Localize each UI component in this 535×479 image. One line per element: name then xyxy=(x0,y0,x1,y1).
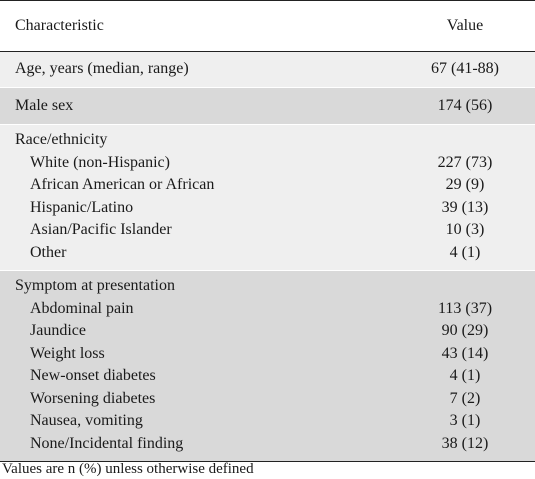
symptom-label: Worsening diabetes xyxy=(30,389,156,407)
header-value: Value xyxy=(446,17,484,34)
race-label: Hispanic/Latino xyxy=(30,198,134,216)
symptom-value: 38 (12) xyxy=(441,434,489,452)
race-section: Race/ethnicity White (non-Hispanic) 227 … xyxy=(0,124,535,270)
male-value: 174 (56) xyxy=(437,96,493,114)
table-row: Asian/Pacific Islander 10 (3) xyxy=(0,219,535,242)
symptom-label: Abdominal pain xyxy=(30,299,134,317)
age-section: Age, years (median, range) 67 (41-88) xyxy=(0,52,535,87)
age-label: Age, years (median, range) xyxy=(15,60,189,78)
table-row: Jaundice 90 (29) xyxy=(0,320,535,343)
male-section: Male sex 174 (56) xyxy=(0,87,535,124)
table-row: Abdominal pain 113 (37) xyxy=(0,298,535,321)
race-heading-row: Race/ethnicity xyxy=(0,129,535,152)
symptom-label: Weight loss xyxy=(30,344,105,362)
table-header: Characteristic Value xyxy=(0,0,535,52)
symptom-heading: Symptom at presentation xyxy=(15,277,175,294)
symptom-label: None/Incidental finding xyxy=(30,434,184,452)
table-row: New-onset diabetes 4 (1) xyxy=(0,365,535,388)
symptom-value: 4 (1) xyxy=(449,367,481,384)
symptom-value: 43 (14) xyxy=(441,344,489,362)
age-value: 67 (41-88) xyxy=(431,60,499,78)
race-heading: Race/ethnicity xyxy=(15,131,108,148)
symptom-value: 3 (1) xyxy=(449,412,481,429)
table-row: African American or African 29 (9) xyxy=(0,174,535,197)
table-row: Hispanic/Latino 39 (13) xyxy=(0,197,535,220)
table-footnote: Values are n (%) unless otherwise define… xyxy=(2,461,254,477)
race-value: 39 (13) xyxy=(441,198,489,216)
symptom-heading-row: Symptom at presentation xyxy=(0,275,535,298)
race-value: 29 (9) xyxy=(445,176,485,193)
race-value: 10 (3) xyxy=(445,221,485,238)
symptom-label: Nausea, vomiting xyxy=(30,412,143,429)
table-row-age: Age, years (median, range) 67 (41-88) xyxy=(0,58,535,81)
table-row: Weight loss 43 (14) xyxy=(0,343,535,366)
symptom-label: New-onset diabetes xyxy=(30,367,156,384)
symptom-value: 7 (2) xyxy=(449,389,481,407)
table-row: None/Incidental finding 38 (12) xyxy=(0,433,535,456)
header-characteristic: Characteristic xyxy=(15,17,104,34)
race-value: 227 (73) xyxy=(437,153,493,171)
race-label: African American or African xyxy=(30,176,215,193)
table-row: White (non-Hispanic) 227 (73) xyxy=(0,152,535,175)
table-row: Other 4 (1) xyxy=(0,242,535,265)
race-label: Other xyxy=(30,243,67,261)
male-label: Male sex xyxy=(15,96,74,114)
symptom-label: Jaundice xyxy=(30,322,86,339)
table-row: Worsening diabetes 7 (2) xyxy=(0,388,535,411)
race-label: Asian/Pacific Islander xyxy=(30,221,172,238)
race-value: 4 (1) xyxy=(449,243,481,261)
table-row: Nausea, vomiting 3 (1) xyxy=(0,410,535,433)
table-row-male: Male sex 174 (56) xyxy=(0,95,535,118)
symptom-value: 113 (37) xyxy=(437,299,493,317)
symptom-section: Symptom at presentation Abdominal pain 1… xyxy=(0,270,535,462)
symptom-value: 90 (29) xyxy=(441,322,489,339)
characteristics-table: Characteristic Value Age, years (median,… xyxy=(0,0,535,462)
race-label: White (non-Hispanic) xyxy=(30,153,170,171)
